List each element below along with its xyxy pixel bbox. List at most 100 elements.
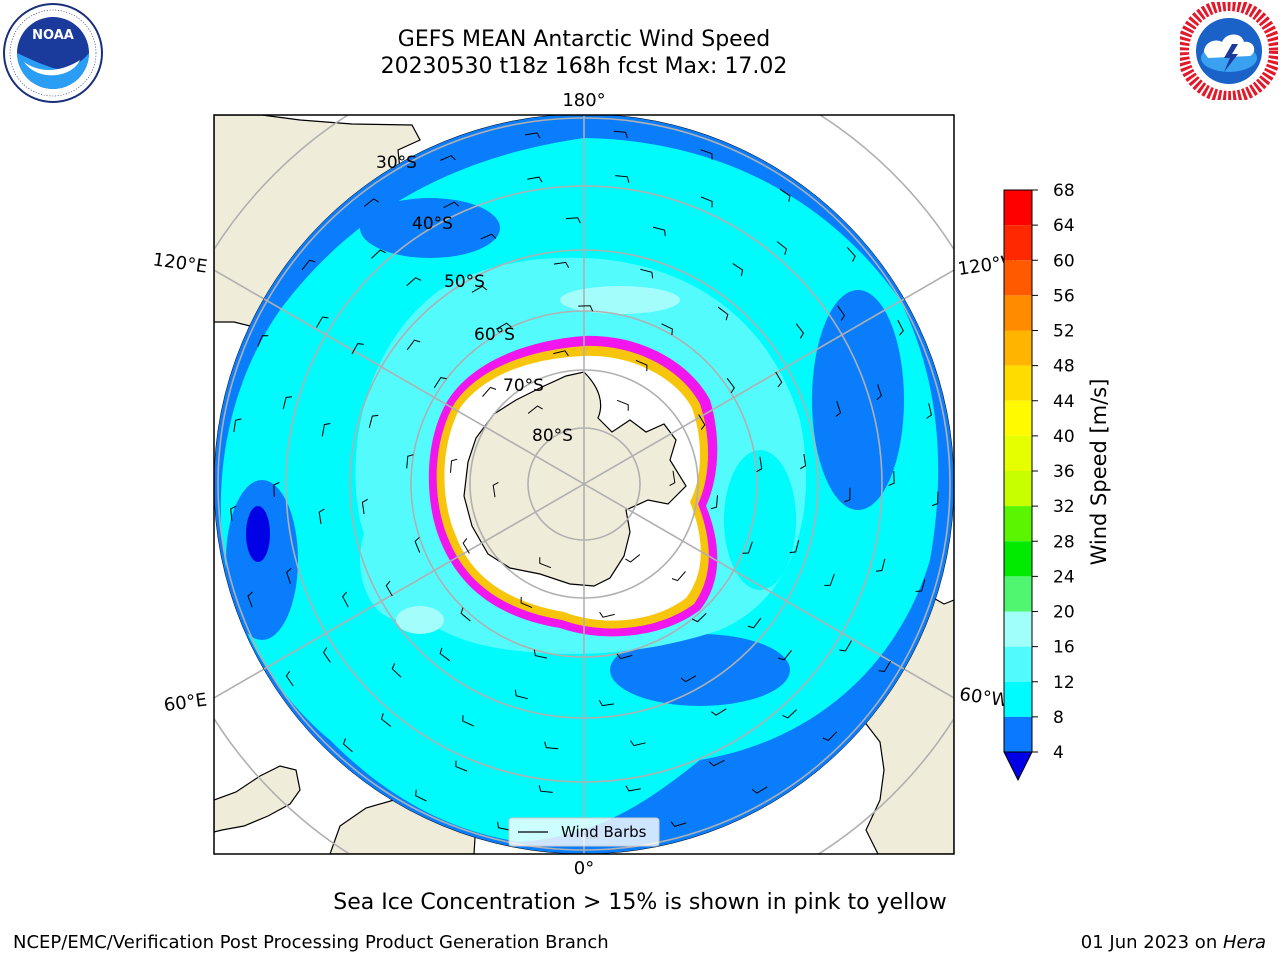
wind-barb	[462, 715, 474, 727]
svg-text:NOAA: NOAA	[32, 28, 74, 43]
wind-barb	[301, 259, 316, 271]
colorbar-bin	[1004, 435, 1032, 471]
chart-title: GEFS MEAN Antarctic Wind Speed	[397, 27, 771, 52]
wind-barb	[926, 403, 932, 419]
wind-barb	[616, 653, 633, 660]
map-legend: Wind Barbs	[508, 817, 660, 847]
lat-label-40s: 40°S	[412, 214, 453, 234]
wind-barb	[439, 647, 451, 662]
colorbar-bin	[1004, 681, 1032, 717]
wind-barb	[670, 821, 687, 827]
sea-ice-note: Sea Ice Concentration > 15% is shown in …	[333, 890, 947, 915]
noaa-logo: NOAA	[3, 3, 103, 103]
colorbar-tick-label: 64	[1053, 216, 1075, 236]
colorbar-bin	[1004, 225, 1032, 261]
colorbar-under-arrow	[1003, 751, 1033, 782]
wind-barb	[616, 399, 629, 411]
wind-barb	[415, 789, 427, 802]
colorbar-bin	[1004, 400, 1032, 436]
wind-barb	[837, 305, 846, 321]
colorbar-bin	[1004, 506, 1032, 542]
wind-barb	[525, 132, 541, 139]
colorbar-bin	[1004, 190, 1032, 226]
wind-barb	[316, 316, 329, 328]
wind-barb	[414, 536, 421, 553]
colorbar-tick-label: 20	[1053, 603, 1075, 623]
map-panel: 30°S 40°S 50°S 60°S 70°S 80°S Wind Barbs	[214, 115, 954, 854]
wind-barb	[439, 155, 456, 161]
wind-barb	[625, 554, 641, 563]
wind-barb	[839, 640, 852, 652]
wind-barb	[553, 261, 570, 268]
wind-barb	[778, 650, 792, 661]
nws-logo	[1180, 2, 1278, 100]
colorbar-bin	[1004, 295, 1032, 331]
wind-barb	[230, 505, 237, 521]
wind-barb	[527, 176, 543, 183]
wind-barb	[578, 305, 594, 312]
wind-barb	[756, 456, 763, 473]
lat-labels: 30°S 40°S 50°S 60°S 70°S 80°S	[376, 153, 573, 446]
wind-barb	[708, 759, 725, 767]
wind-barbs	[230, 130, 939, 839]
wind-under-4	[246, 506, 270, 562]
wind-barb	[433, 377, 447, 388]
wind-barb	[711, 708, 727, 716]
colorbar-bin	[1004, 611, 1032, 647]
wind-barb	[553, 350, 569, 357]
wind-barb	[233, 418, 242, 433]
wind-barb	[878, 660, 891, 673]
wind-barb	[598, 700, 615, 707]
wind-barb	[835, 401, 842, 417]
wind-barb	[495, 322, 512, 330]
credit-text: NCEP/EMC/Verification Post Processing Pr…	[13, 932, 609, 953]
colorbar-bin	[1004, 330, 1032, 366]
wind-barb	[844, 487, 851, 503]
lat-label-80s: 80°S	[532, 426, 573, 446]
chart-subtitle: 20230530 t18z 168h fcst Max: 17.02	[380, 54, 788, 79]
madagascar	[214, 765, 301, 833]
wind-barb	[726, 377, 735, 394]
wind-barb	[285, 670, 294, 687]
wind-barb	[363, 198, 380, 207]
wind-barb	[661, 323, 673, 336]
wind-barb	[691, 612, 707, 623]
wind-barb	[282, 396, 293, 410]
wind-barb	[747, 617, 762, 629]
wind-barb	[717, 306, 729, 321]
colorbar-tick-label: 44	[1053, 392, 1075, 412]
wind-barb	[822, 731, 838, 741]
wind-barb	[385, 580, 393, 597]
colorbar-tick-label: 56	[1053, 286, 1075, 306]
wind-barb	[789, 540, 800, 554]
wind-barb	[875, 558, 886, 572]
wind-barb	[538, 785, 553, 793]
wind-barb	[480, 233, 497, 240]
wind-barb	[527, 405, 543, 414]
wind-barb	[615, 175, 630, 183]
colorbar-tick-label: 24	[1053, 567, 1075, 587]
wind-barb	[514, 689, 528, 700]
wind-barb	[533, 649, 548, 659]
wind-barb	[406, 277, 422, 287]
colorbar-bin	[1004, 646, 1032, 682]
wind-barb	[800, 453, 807, 470]
wind-barb	[640, 268, 654, 279]
wind-barb	[742, 541, 753, 554]
graticule	[214, 115, 954, 854]
colorbar-bin	[1004, 576, 1032, 612]
wind-barb	[406, 454, 414, 469]
wind-barb	[286, 568, 292, 584]
lon-label-180: 180°	[562, 90, 605, 111]
wind-barb	[539, 557, 552, 569]
lon-label-60w: 60°W	[958, 684, 1010, 712]
wind-barb	[455, 760, 468, 772]
wind-barb	[897, 319, 904, 336]
colorbar-bin	[1004, 716, 1032, 752]
colorbar-bin	[1004, 541, 1032, 577]
lat-label-50s: 50°S	[444, 272, 485, 292]
map-frame	[213, 114, 955, 855]
wind-barb	[322, 647, 331, 663]
wind-barb	[671, 571, 686, 582]
wind-barb	[931, 491, 939, 507]
